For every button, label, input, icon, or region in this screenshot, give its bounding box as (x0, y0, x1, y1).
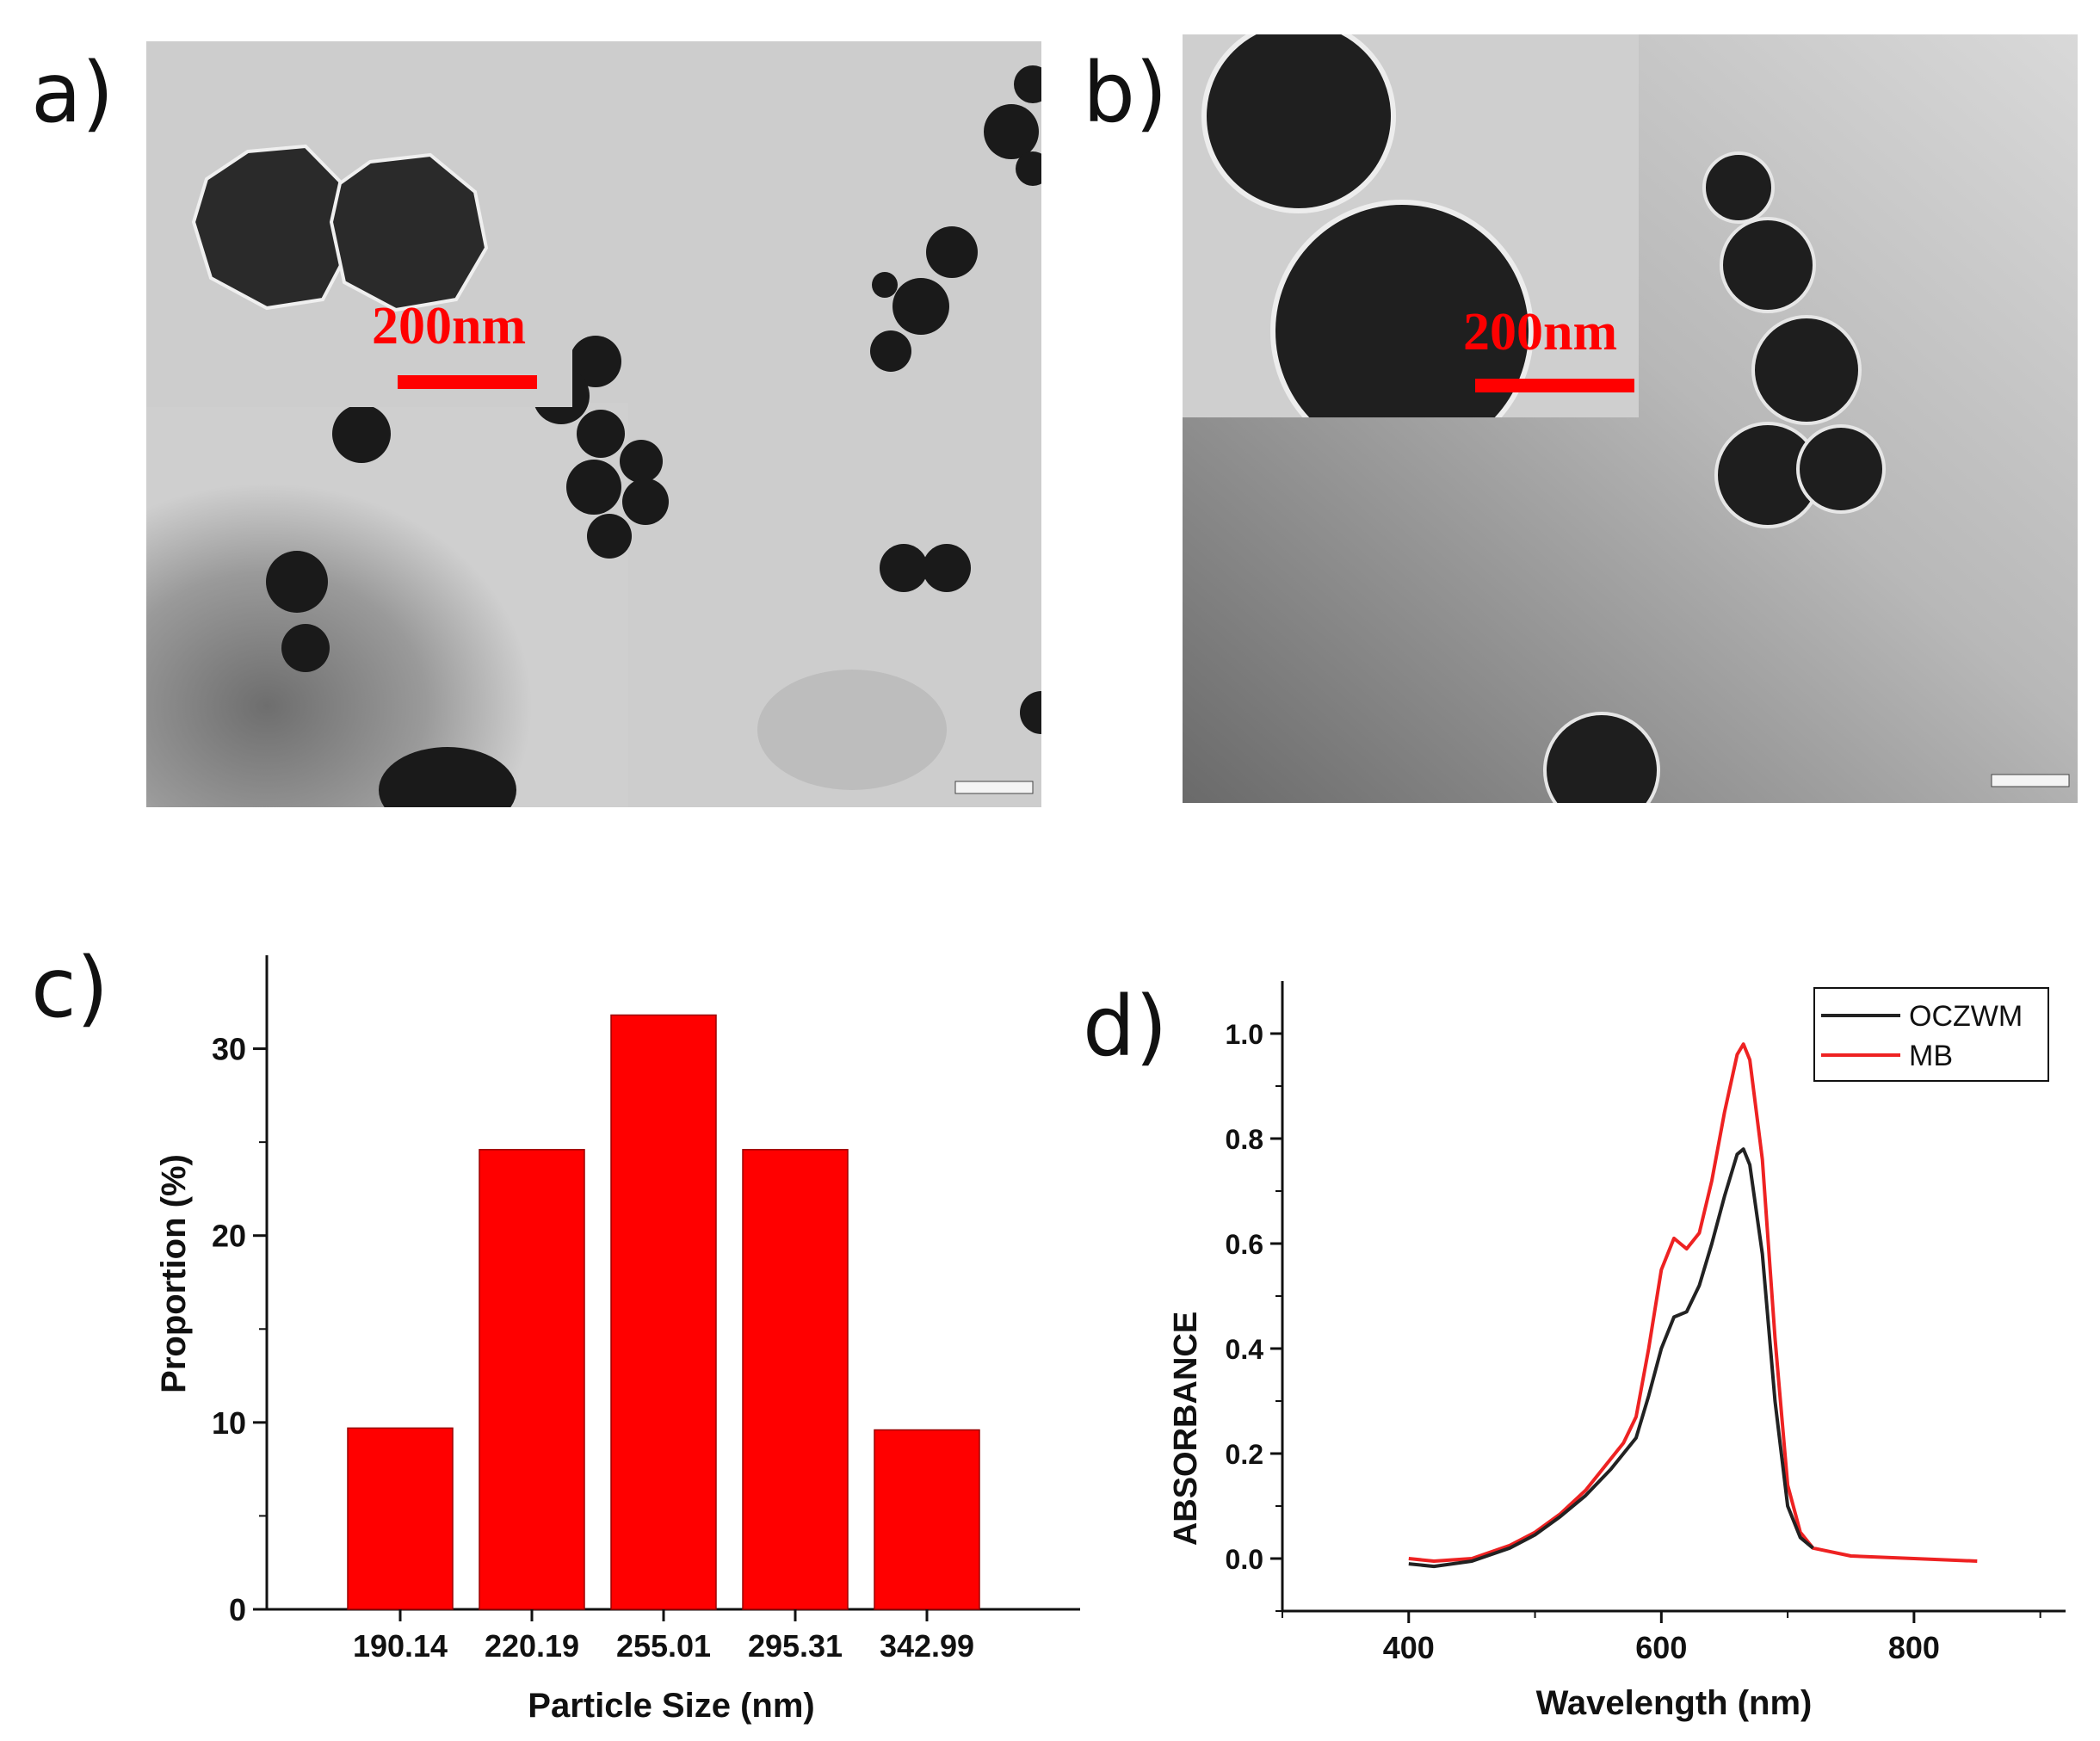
c-y-tick-label: 0 (229, 1592, 246, 1627)
c-bar (479, 1149, 585, 1610)
c-bar (874, 1429, 980, 1610)
c-bar (742, 1149, 849, 1610)
c-y-tick-label: 20 (212, 1219, 246, 1254)
d-x-axis-label: Wavelength (nm) (1536, 1684, 1813, 1722)
absorbance-line-chart: 0.0 0.2 0.4 0.6 0.8 1.0 400 600 800 OCZWM MB ABSOR… (1168, 981, 2066, 1722)
d-series-line-oczwm (1408, 1147, 1814, 1569)
panel-label-a: a) (31, 45, 114, 141)
d-y-tick-label: 0.6 (1226, 1229, 1263, 1260)
d-y-tick-label: 1.0 (1226, 1019, 1263, 1050)
c-x-tick-label: 342.99 (880, 1628, 974, 1664)
d-y-tick-label: 0.8 (1226, 1124, 1263, 1155)
c-x-axis-label: Particle Size (nm) (528, 1687, 814, 1725)
inset-scale-text-a: 200nm (372, 297, 527, 355)
d-series-line-mb (1408, 1042, 1978, 1563)
inset-image-a (146, 41, 572, 407)
c-x-tick-label: 295.31 (748, 1628, 843, 1664)
c-bar (347, 1427, 454, 1610)
particle-size-bar-chart: 0 10 20 30 190.14 220.19 255.01 295.31 342.99 Pr… (155, 955, 1080, 1725)
d-x-tick-label: 800 (1888, 1630, 1940, 1665)
panel-label-d: d) (1083, 979, 1168, 1075)
d-y-axis-label: ABSORBANCE (1168, 1312, 1204, 1546)
inset-zoom-b: 200nm (1183, 34, 1639, 417)
inset-zoom-a: 200nm (146, 41, 572, 407)
inset-scale-bar-a (398, 375, 537, 389)
inset-scale-bar-b (1475, 379, 1634, 392)
c-y-tick-label: 30 (212, 1032, 246, 1067)
d-x-tick-label: 400 (1383, 1630, 1435, 1665)
inset-scale-text-b: 200nm (1463, 303, 1618, 361)
c-x-tick-label: 220.19 (485, 1628, 579, 1664)
c-y-tick-label: 10 (212, 1405, 246, 1441)
d-x-tick-label: 600 (1635, 1630, 1687, 1665)
c-y-axis-label: Proportion (%) (155, 1154, 193, 1393)
c-x-tick-label: 255.01 (616, 1628, 711, 1664)
tem-micrograph-a: 200nm (146, 41, 1041, 807)
d-y-tick-label: 0.4 (1226, 1334, 1264, 1365)
c-bar (610, 1014, 717, 1610)
d-legend-label: OCZWM (1909, 1000, 2023, 1033)
d-legend-label: MB (1909, 1040, 1953, 1072)
tem-micrograph-b: 200nm (1183, 34, 2078, 803)
inset-image-b (1183, 34, 1639, 417)
d-y-tick-label: 0.2 (1226, 1439, 1263, 1470)
d-y-tick-label: 0.0 (1226, 1544, 1263, 1575)
panel-label-b: b) (1083, 45, 1168, 141)
panel-label-c: c) (31, 940, 109, 1036)
d-legend-box (1813, 987, 2049, 1082)
c-x-tick-label: 190.14 (353, 1628, 448, 1664)
